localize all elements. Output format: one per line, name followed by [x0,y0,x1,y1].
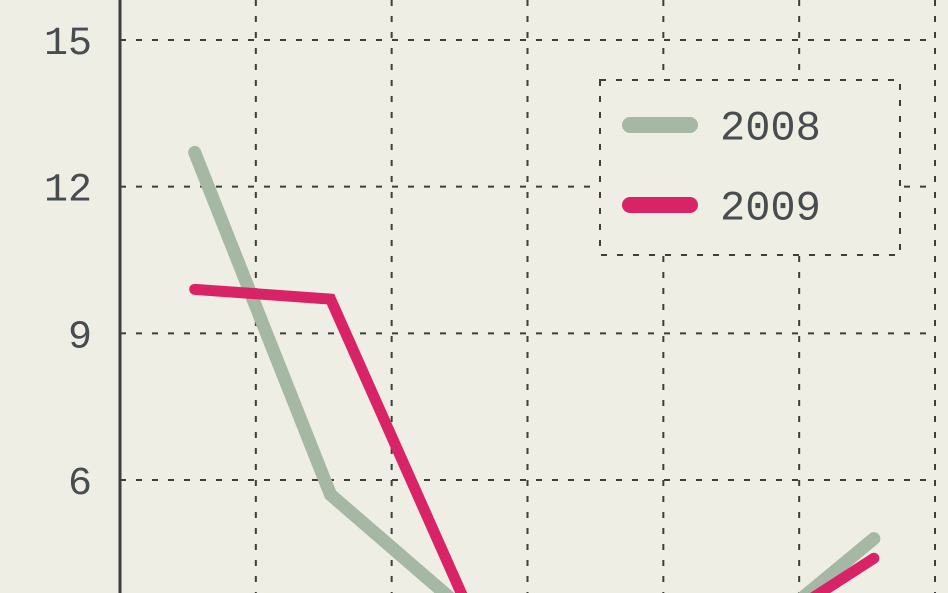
y-tick-label: 6 [68,462,92,507]
legend: 2008 2009 [600,80,900,255]
chart-svg: 6 9 12 15 2008 2009 [0,0,948,593]
y-tick-label: 12 [44,169,92,214]
legend-label: 2009 [720,185,821,233]
line-chart: 6 9 12 15 2008 2009 [0,0,948,593]
legend-label: 2008 [720,105,821,153]
y-tick-label: 9 [68,315,92,360]
y-tick-label: 15 [44,22,92,67]
